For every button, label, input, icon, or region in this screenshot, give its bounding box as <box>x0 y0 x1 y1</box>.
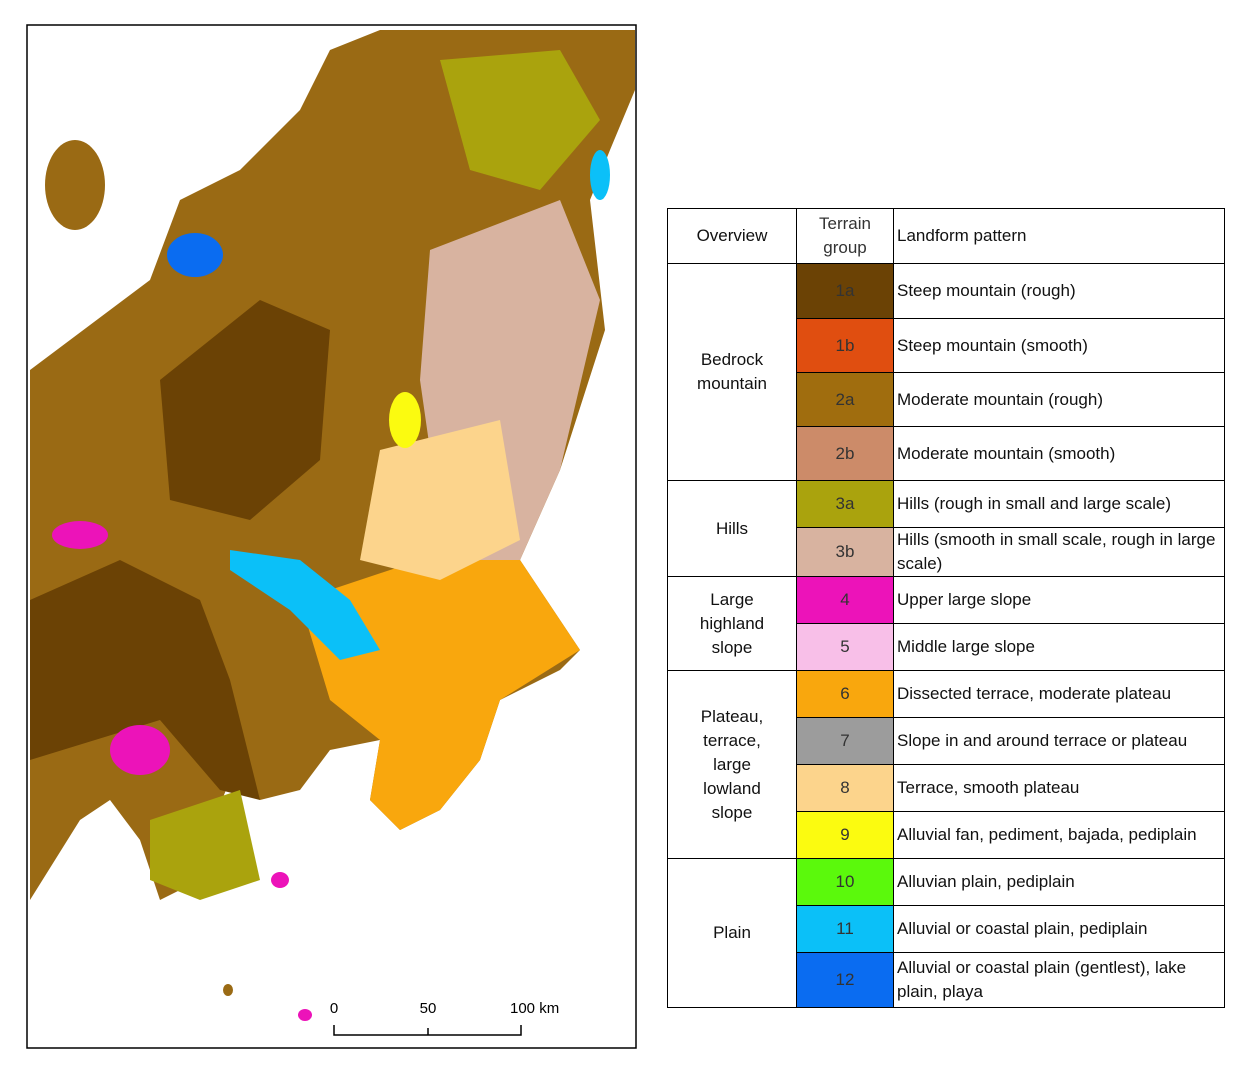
volcano <box>110 725 170 775</box>
legend-row: 5 Middle large slope <box>668 623 1225 671</box>
legend-overview: Bedrock mountain <box>667 263 797 481</box>
legend-header-row: Overview Terrain group Landform pattern <box>667 208 1225 264</box>
land-hills <box>440 50 600 190</box>
legend-swatch: 10 <box>796 858 894 906</box>
legend-row: 1b Steep mountain (smooth) <box>668 318 1225 373</box>
legend-swatch: 9 <box>796 811 894 859</box>
volcano <box>52 521 108 549</box>
legend-pattern: Steep mountain (rough) <box>893 263 1225 319</box>
land-mountain <box>160 300 330 520</box>
legend-pattern: Alluvial or coastal plain, pediplain <box>893 905 1225 953</box>
legend-table: Overview Terrain group Landform pattern Bed… <box>667 208 1225 1008</box>
legend-row: 7 Slope in and around terrace or plateau <box>668 717 1225 765</box>
island <box>45 140 105 230</box>
legend-overview: Hills <box>667 480 797 577</box>
legend-swatch: 7 <box>796 717 894 765</box>
legend-swatch: 8 <box>796 764 894 812</box>
legend-header: Terrain group <box>796 208 894 264</box>
land-terrace <box>360 420 520 580</box>
scale-label: 0 <box>330 1000 338 1017</box>
legend-pattern: Slope in and around terrace or plateau <box>893 717 1225 765</box>
legend-swatch: 11 <box>796 905 894 953</box>
coast <box>590 150 610 200</box>
fan <box>389 392 421 448</box>
legend-overview: Plain <box>667 858 797 1008</box>
legend-header: Landform pattern <box>893 208 1225 264</box>
legend-swatch: 6 <box>796 670 894 718</box>
legend-row: 2b Moderate mountain (smooth) <box>668 426 1225 481</box>
island <box>298 1009 312 1021</box>
island <box>271 872 289 888</box>
lowland <box>230 550 380 660</box>
legend-pattern: Alluvial or coastal plain (gentlest), la… <box>893 952 1225 1008</box>
legend-row: Hills 3a Hills (rough in small and large s… <box>667 480 1225 577</box>
land-mountain <box>30 560 260 800</box>
legend-overview: Plateau, terrace, large lowland slope <box>667 670 797 859</box>
legend-pattern: Middle large slope <box>893 623 1225 671</box>
legend-row: Plain 10 Alluvian plain, pediplain <box>667 858 1225 1008</box>
legend-pattern: Steep mountain (smooth) <box>893 318 1225 373</box>
scale-bar <box>333 1025 522 1036</box>
legend-pattern: Alluvial fan, pediment, bajada, pediplai… <box>893 811 1225 859</box>
island <box>223 984 233 996</box>
legend-swatch: 2b <box>796 426 894 481</box>
legend-pattern: Hills (smooth in small scale, rough in l… <box>893 527 1225 577</box>
scale-label: 100 km <box>510 1000 559 1017</box>
legend-pattern: Dissected terrace, moderate plateau <box>893 670 1225 718</box>
legend-pattern: Moderate mountain (smooth) <box>893 426 1225 481</box>
legend-pattern: Terrace, smooth plateau <box>893 764 1225 812</box>
legend-row: 12 Alluvial or coastal plain (gentlest), … <box>668 952 1225 1008</box>
legend-swatch: 3a <box>796 480 894 528</box>
legend-swatch: 1a <box>796 263 894 319</box>
legend-pattern: Alluvian plain, pediplain <box>893 858 1225 906</box>
legend-swatch: 2a <box>796 372 894 427</box>
legend-row: Large highland slope 4 Upper large slope <box>667 576 1225 671</box>
legend-swatch: 1b <box>796 318 894 373</box>
legend-pattern: Hills (rough in small and large scale) <box>893 480 1225 528</box>
legend-swatch: 12 <box>796 952 894 1008</box>
legend-row: 3b Hills (smooth in small scale, rough in… <box>668 527 1225 577</box>
legend-row: Plateau, terrace, large lowland slope 6 Di… <box>667 670 1225 859</box>
legend-row: 8 Terrace, smooth plateau <box>668 764 1225 812</box>
land-hills <box>150 790 260 900</box>
legend-row: 9 Alluvial fan, pediment, bajada, pedipla… <box>668 811 1225 859</box>
lowland <box>167 233 223 277</box>
legend-swatch: 5 <box>796 623 894 671</box>
legend-row: 2a Moderate mountain (rough) <box>668 372 1225 427</box>
legend-pattern: Moderate mountain (rough) <box>893 372 1225 427</box>
legend-row: Bedrock mountain 1a Steep mountain (rough) <box>667 263 1225 481</box>
land-plain <box>300 560 580 830</box>
legend-header: Overview <box>667 208 797 264</box>
legend-row: 11 Alluvial or coastal plain, pediplain <box>668 905 1225 953</box>
legend-overview: Large highland slope <box>667 576 797 671</box>
legend-swatch: 4 <box>796 576 894 624</box>
scale-label: 50 <box>420 1000 437 1017</box>
legend-swatch: 3b <box>796 527 894 577</box>
legend-pattern: Upper large slope <box>893 576 1225 624</box>
